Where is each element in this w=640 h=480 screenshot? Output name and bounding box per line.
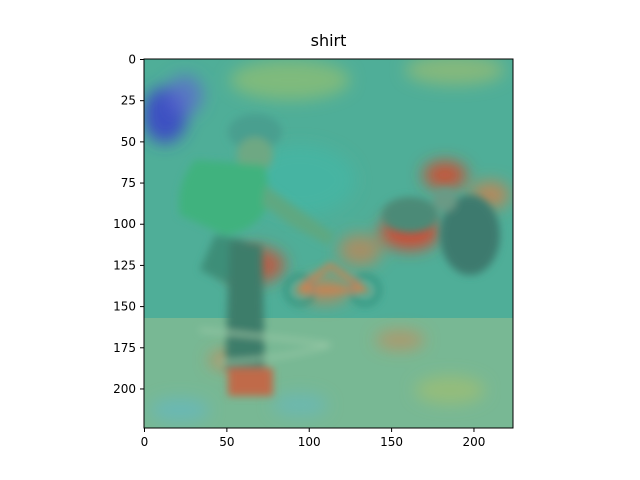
y-tick-label: 175: [113, 341, 136, 355]
y-tick-label: 125: [113, 258, 136, 272]
scene-subjects: [179, 114, 500, 396]
heatmap-image: [144, 59, 513, 428]
y-tick-label: 50: [121, 135, 136, 149]
x-tick-label: 50: [219, 435, 234, 449]
y-tick-label: 75: [121, 176, 136, 190]
y-tick-label: 0: [128, 53, 136, 67]
y-tick-label: 100: [113, 217, 136, 231]
y-tick-label: 200: [113, 382, 136, 396]
x-tick-label: 100: [298, 435, 321, 449]
chart-title: shirt: [310, 31, 347, 50]
axes-frame: [143, 58, 514, 429]
y-axis: 0 25 50 75 100 125 150 175 200: [113, 53, 144, 396]
y-tick-label: 25: [121, 94, 136, 108]
y-tick-label: 150: [113, 300, 136, 314]
x-tick-label: 200: [463, 435, 486, 449]
x-tick-label: 150: [380, 435, 403, 449]
x-tick-label: 0: [141, 435, 149, 449]
x-axis: 0 50 100 150 200: [141, 428, 486, 449]
